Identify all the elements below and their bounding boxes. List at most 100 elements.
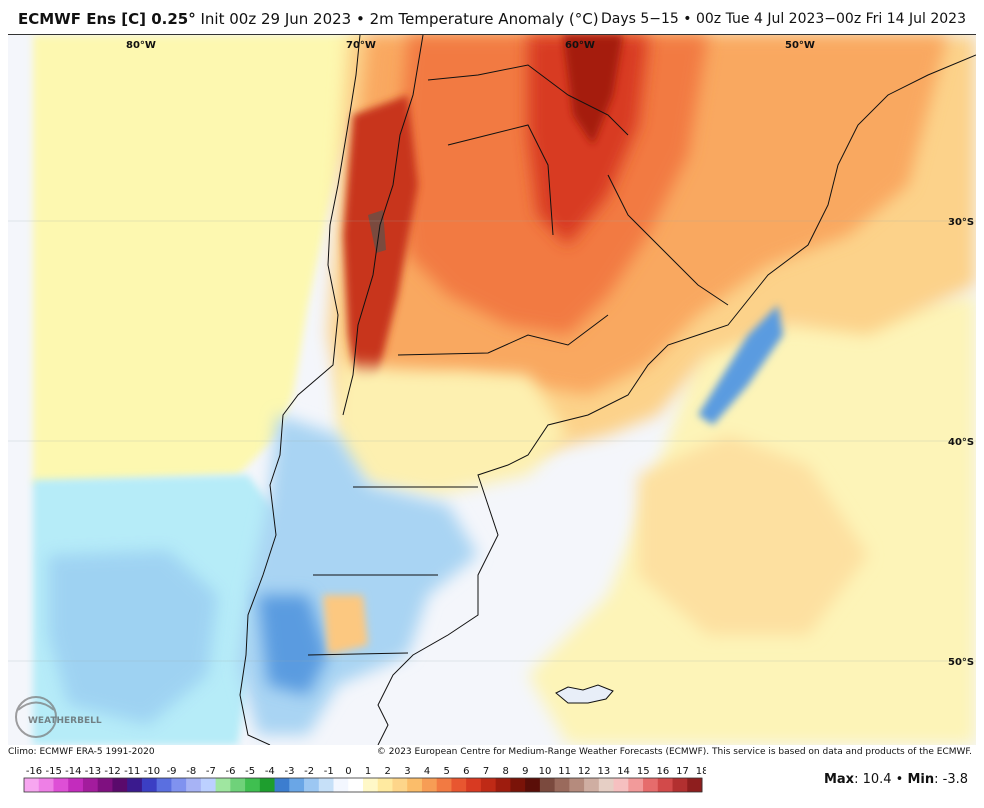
colorbar-swatch xyxy=(82,778,99,792)
colorbar-swatch xyxy=(569,778,585,792)
colorbar-labels: -16 -15 -14 -13 -12 -11 -10 -9 -8 -7 -6 -5 -4 -3 -2 -1 0… xyxy=(26,766,706,777)
colorbar-swatch xyxy=(466,778,482,792)
anomaly-map: 80°W 70°W 60°W 50°W 30°S 40°S 50°S WEATH… xyxy=(8,35,976,745)
colorbar: -16 -15 -14 -13 -12 -11 -10 -9 -8 -7 -6 -5 -4 -3 -2 -1 0… xyxy=(23,766,706,793)
colorbar-label: 17 xyxy=(676,766,689,777)
chart-title: ECMWF Ens [C] 0.25° Init 00z 29 Jun 2023… xyxy=(18,10,599,28)
colorbar-swatch xyxy=(24,778,40,792)
colorbar-swatch xyxy=(643,778,659,792)
colorbar-swatch xyxy=(584,778,600,792)
copyright-note: © 2023 European Centre for Medium-Range … xyxy=(376,747,972,757)
anomaly-field-dark-red-core xyxy=(563,35,623,145)
colorbar-swatch xyxy=(38,778,54,792)
colorbar-swatch xyxy=(274,778,290,792)
colorbar-swatch xyxy=(613,778,629,792)
colorbar-swatch xyxy=(68,778,84,792)
colorbar-border xyxy=(23,777,703,793)
graticule xyxy=(8,220,976,662)
min-value: : -3.8 xyxy=(934,772,968,787)
province-line-4 xyxy=(307,652,409,656)
colorbar-swatch xyxy=(97,778,113,792)
climo-note: Climo: ECMWF ERA-5 1991-2020 xyxy=(8,747,155,757)
weatherbell-logo: WEATHERBELL xyxy=(15,696,102,738)
colorbar-label: 6 xyxy=(463,766,469,777)
lat-label-40s: 40°S xyxy=(948,437,974,448)
colorbar-label: 15 xyxy=(637,766,650,777)
colorbar-label: 12 xyxy=(578,766,591,777)
andes-border xyxy=(342,35,424,416)
colorbar-swatch xyxy=(480,778,497,792)
colorbar-swatch xyxy=(289,778,305,792)
max-min-stats: Max: 10.4 • Min: -3.8 xyxy=(824,772,968,787)
colorbar-label: 0 xyxy=(345,766,351,777)
colorbar-swatch xyxy=(451,778,467,792)
colorbar-swatch xyxy=(377,778,393,792)
anomaly-field-pale-yellow-west xyxy=(33,35,368,485)
colorbar-label: 8 xyxy=(502,766,508,777)
lon-label-60w: 60°W xyxy=(565,40,595,51)
colorbar-label: -9 xyxy=(167,766,177,777)
anomaly-field-dark-blue-patagonia xyxy=(258,595,328,695)
colorbar-label: -12 xyxy=(104,766,120,777)
colorbar-swatch xyxy=(672,778,688,792)
colorbar-swatch xyxy=(141,778,158,792)
argentina-brazil-border xyxy=(607,174,729,306)
colorbar-label: -3 xyxy=(284,766,294,777)
colorbar-label: 2 xyxy=(385,766,391,777)
colorbar-swatch xyxy=(186,778,202,792)
colorbar-swatch xyxy=(598,778,615,792)
anomaly-field-yellow-patagonia-north xyxy=(338,365,568,495)
colorbar-swatch xyxy=(259,778,276,792)
map-panel: 80°W 70°W 60°W 50°W 30°S 40°S 50°S WEATH… xyxy=(8,34,976,745)
colorbar-swatch xyxy=(421,778,438,792)
east-coastline xyxy=(377,54,976,745)
lat-label-50s: 50°S xyxy=(948,657,974,668)
colorbar-swatch xyxy=(407,778,423,792)
falkland-islands xyxy=(555,684,614,704)
colorbar-swatch xyxy=(127,778,143,792)
colorbar-swatch xyxy=(363,778,379,792)
max-label: Max xyxy=(823,772,855,787)
anomaly-field-light-orange-east xyxy=(638,435,868,635)
colorbar-label: 7 xyxy=(483,766,489,777)
title-description: Init 00z 29 Jun 2023 • 2m Temperature An… xyxy=(195,10,599,28)
colorbar-label: 16 xyxy=(657,766,670,777)
colorbar-label: -14 xyxy=(65,766,81,777)
colorbar-swatch xyxy=(348,778,364,792)
colorbar-label: 18 xyxy=(696,766,706,777)
colorbar-swatch xyxy=(171,778,187,792)
colorbar-label: 11 xyxy=(558,766,571,777)
province-line-1 xyxy=(397,314,609,356)
colorbar-label: -1 xyxy=(324,766,334,777)
colorbar-swatch xyxy=(53,778,69,792)
colorbar-label: -7 xyxy=(206,766,216,777)
colorbar-label: 3 xyxy=(404,766,410,777)
anomaly-field-warm-patagonia-spot xyxy=(323,595,368,655)
colorbar-label: -16 xyxy=(26,766,42,777)
header: ECMWF Ens [C] 0.25° Init 00z 29 Jun 2023… xyxy=(0,0,984,34)
colorbar-swatch xyxy=(333,778,349,792)
colorbar-label: -11 xyxy=(124,766,140,777)
colorbar-swatch xyxy=(392,778,408,792)
colorbar-swatch xyxy=(525,778,541,792)
colorbar-swatch xyxy=(539,778,556,792)
colorbar-swatch xyxy=(510,778,526,792)
colorbar-label: -4 xyxy=(265,766,275,777)
title-model: ECMWF Ens [C] 0.25 xyxy=(18,10,189,28)
colorbar-label: 1 xyxy=(365,766,371,777)
colorbar-swatch xyxy=(628,778,644,792)
anomaly-field-blue-southwest xyxy=(48,550,218,725)
colorbar-label: -2 xyxy=(304,766,314,777)
colorbar-swatch xyxy=(156,778,172,792)
coastlines xyxy=(239,35,976,745)
colorbar-swatch xyxy=(230,778,246,792)
bolivia-paraguay-border xyxy=(427,64,629,136)
lon-label-70w: 70°W xyxy=(346,40,376,51)
valid-period: Days 5−15 • 00z Tue 4 Jul 2023−00z Fri 1… xyxy=(600,11,966,27)
colorbar-swatch xyxy=(318,778,335,792)
lon-label-80w: 80°W xyxy=(126,40,156,51)
colorbar-label: 14 xyxy=(617,766,630,777)
logo-text: WEATHERBELL xyxy=(28,716,102,726)
lat-label-30s: 30°S xyxy=(948,217,974,228)
colorbar-swatch xyxy=(495,778,511,792)
